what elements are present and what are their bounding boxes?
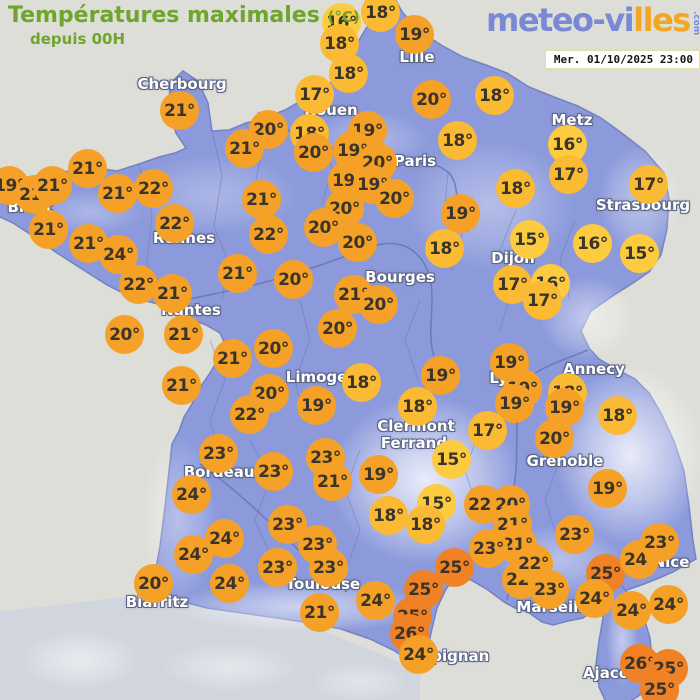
page-title: Températures maximales (°C) (8, 3, 360, 28)
title-unit: (°C) (327, 8, 360, 26)
page-subtitle: depuis 00H (30, 30, 126, 49)
timestamp: Mer. 01/10/2025 23:00 (544, 50, 700, 69)
logo-part-orange: lles (633, 1, 691, 39)
meteo-villes-logo[interactable]: meteo-vi lles .com (486, 4, 700, 36)
logo-suffix: .com (690, 11, 700, 36)
title-text: Températures maximales (8, 3, 320, 28)
header: Températures maximales (°C) depuis 00H (8, 3, 360, 49)
logo-part-blue: meteo-vi (486, 1, 635, 39)
foreign-terrain (0, 594, 420, 700)
